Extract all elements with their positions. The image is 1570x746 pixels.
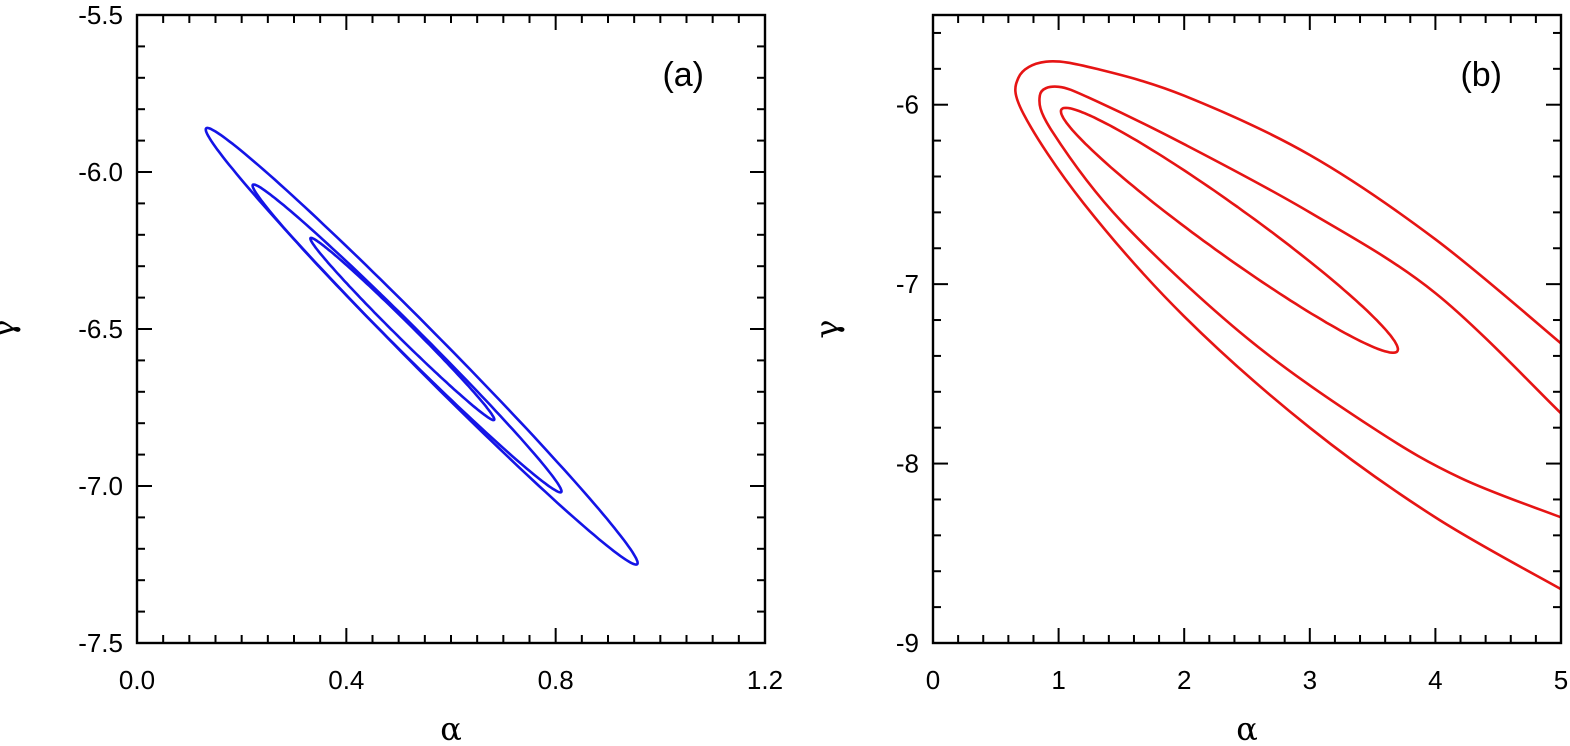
x-tick-label: 0.0 [119, 665, 155, 695]
contour-line-2 [251, 183, 563, 494]
plot-frame [135, 13, 767, 645]
y-tick-label: -7.5 [78, 628, 123, 658]
y-tick-label: -6.0 [78, 157, 123, 187]
y-tick-label: -7 [896, 269, 919, 299]
y-tick-label: -5.5 [78, 0, 123, 30]
y-tick-label: -6.5 [78, 314, 123, 344]
contour-line-2 [1038, 85, 1561, 519]
x-tick-label: 2 [1177, 665, 1191, 695]
panel-label: (a) [662, 56, 704, 94]
plot-frame [931, 13, 1563, 645]
x-tick-label: 4 [1428, 665, 1442, 695]
x-tick-label: 3 [1303, 665, 1317, 695]
y-axis-title: γ [0, 319, 22, 338]
contour-line-1 [1059, 106, 1400, 354]
x-tick-label: 0.8 [538, 665, 574, 695]
contour-line-3 [204, 126, 639, 566]
y-tick-label: -9 [896, 628, 919, 658]
x-tick-label: 0 [926, 665, 940, 695]
panel-a: 0.0 0.4 0.8 1.2 -5.5 -6.0 -6.5 -7.0 -7.5 (a) α γ [0, 0, 783, 746]
y-tick-label: -8 [896, 449, 919, 479]
x-tick-label: 5 [1554, 665, 1568, 695]
panel-label: (b) [1460, 56, 1502, 94]
y-tick-label: -6 [896, 90, 919, 120]
x-tick-label: 1 [1051, 665, 1065, 695]
x-tick-label: 1.2 [747, 665, 783, 695]
x-tick-label: 0.4 [328, 665, 364, 695]
contour-line-1 [309, 236, 496, 422]
panel-b: 0 1 2 3 4 5 -6 -7 -8 -9 (b) α γ [808, 13, 1568, 746]
contour-line-3 [1014, 60, 1561, 591]
x-axis-title: α [1236, 710, 1258, 746]
y-axis-title: γ [808, 319, 846, 338]
y-tick-label: -7.0 [78, 471, 123, 501]
x-axis-title: α [440, 710, 462, 746]
